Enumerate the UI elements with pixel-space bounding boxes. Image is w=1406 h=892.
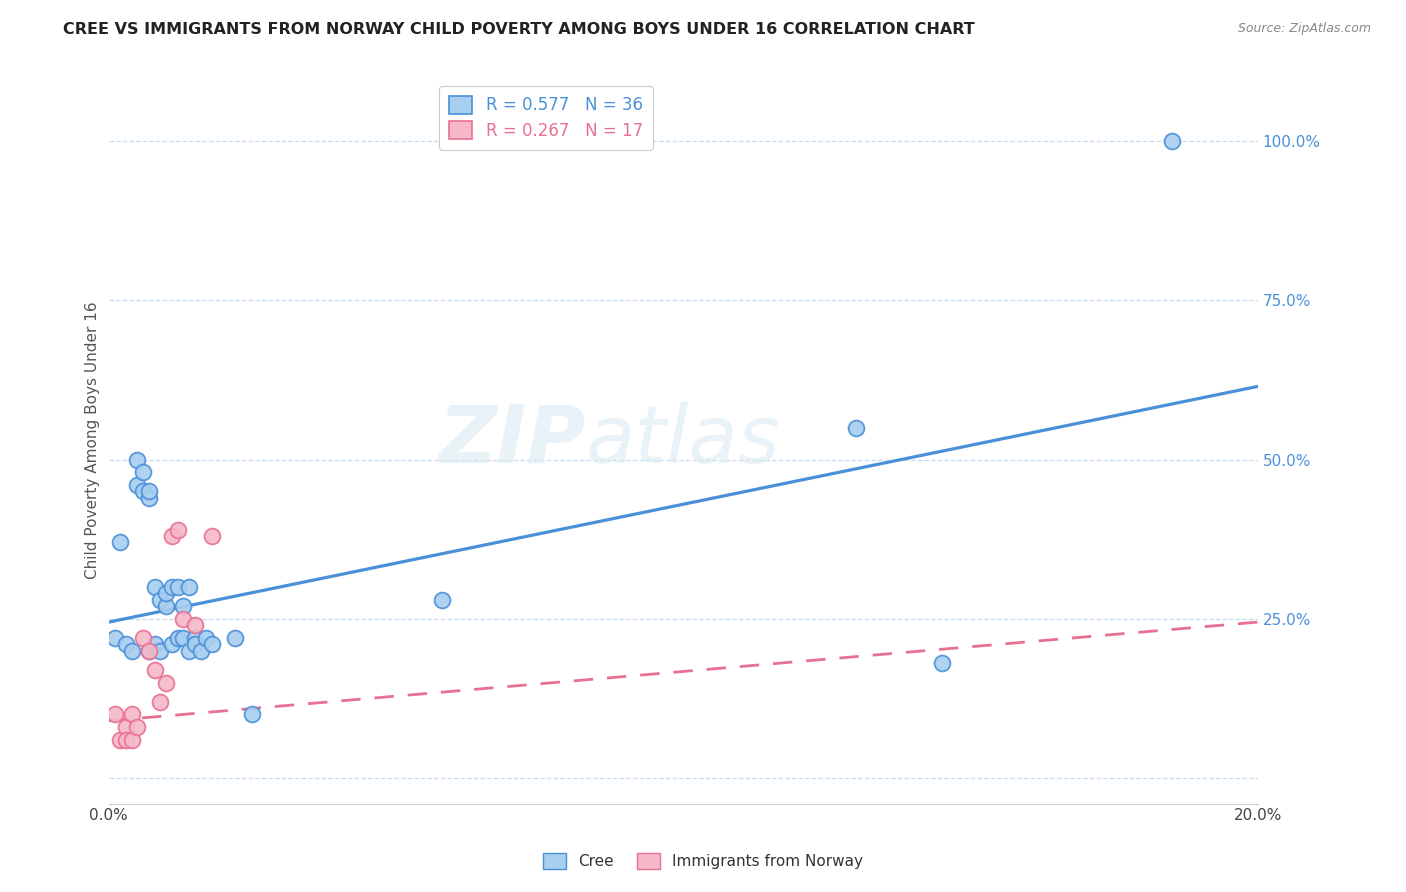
- Point: [195, 631, 218, 645]
- Point: [127, 720, 149, 734]
- Point: [132, 484, 155, 499]
- Point: [143, 637, 166, 651]
- Y-axis label: Child Poverty Among Boys Under 16: Child Poverty Among Boys Under 16: [86, 301, 100, 579]
- Point: [184, 637, 207, 651]
- Text: ZIP: ZIP: [439, 401, 586, 480]
- Point: [845, 421, 868, 435]
- Point: [127, 452, 149, 467]
- Text: CREE VS IMMIGRANTS FROM NORWAY CHILD POVERTY AMONG BOYS UNDER 16 CORRELATION CHA: CREE VS IMMIGRANTS FROM NORWAY CHILD POV…: [63, 22, 974, 37]
- Point: [166, 523, 188, 537]
- Point: [184, 631, 207, 645]
- Point: [190, 644, 212, 658]
- Point: [149, 695, 172, 709]
- Point: [127, 478, 149, 492]
- Point: [143, 663, 166, 677]
- Point: [1160, 134, 1182, 148]
- Point: [172, 631, 194, 645]
- Point: [110, 535, 132, 549]
- Point: [201, 529, 224, 543]
- Point: [179, 644, 201, 658]
- Point: [172, 612, 194, 626]
- Point: [103, 707, 125, 722]
- Point: [242, 707, 264, 722]
- Point: [201, 637, 224, 651]
- Point: [160, 529, 183, 543]
- Point: [115, 637, 138, 651]
- Point: [138, 484, 160, 499]
- Legend: Cree, Immigrants from Norway: Cree, Immigrants from Norway: [537, 847, 869, 875]
- Point: [184, 618, 207, 632]
- Point: [172, 599, 194, 614]
- Point: [138, 644, 160, 658]
- Point: [121, 733, 143, 747]
- Point: [149, 644, 172, 658]
- Point: [155, 586, 177, 600]
- Point: [115, 733, 138, 747]
- Point: [160, 580, 183, 594]
- Point: [166, 631, 188, 645]
- Point: [160, 637, 183, 651]
- Point: [138, 491, 160, 505]
- Point: [121, 644, 143, 658]
- Text: atlas: atlas: [586, 401, 780, 480]
- Point: [149, 592, 172, 607]
- Text: Source: ZipAtlas.com: Source: ZipAtlas.com: [1237, 22, 1371, 36]
- Point: [110, 733, 132, 747]
- Point: [430, 592, 453, 607]
- Point: [115, 720, 138, 734]
- Point: [179, 580, 201, 594]
- Point: [132, 631, 155, 645]
- Legend: R = 0.577   N = 36, R = 0.267   N = 17: R = 0.577 N = 36, R = 0.267 N = 17: [439, 86, 652, 150]
- Point: [138, 644, 160, 658]
- Point: [224, 631, 246, 645]
- Point: [121, 707, 143, 722]
- Point: [132, 466, 155, 480]
- Point: [103, 631, 125, 645]
- Point: [931, 657, 953, 671]
- Point: [143, 580, 166, 594]
- Point: [155, 675, 177, 690]
- Point: [155, 599, 177, 614]
- Point: [166, 580, 188, 594]
